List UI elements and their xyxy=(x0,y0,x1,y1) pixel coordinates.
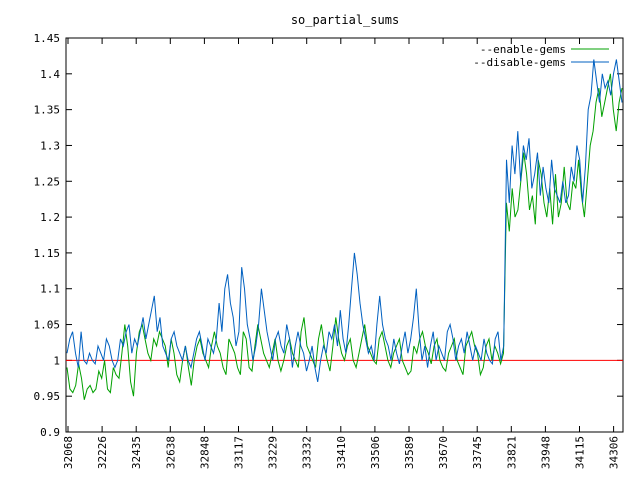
y-tick-label: 1.3 xyxy=(40,139,60,152)
x-tick-label: 33117 xyxy=(233,436,246,469)
y-tick-label: 1 xyxy=(53,354,60,367)
legend-label-disable-gems: --disable-gems xyxy=(473,56,566,69)
x-tick-label: 33410 xyxy=(335,436,348,469)
plot-frame xyxy=(65,37,624,433)
y-tick-label: 0.95 xyxy=(34,390,61,403)
x-tick-label: 32435 xyxy=(130,436,143,469)
x-tick-label: 32638 xyxy=(164,436,177,469)
y-tick-label: 1.45 xyxy=(34,32,61,45)
x-tick-label: 33229 xyxy=(267,436,280,469)
legend-label-enable-gems: --enable-gems xyxy=(480,43,566,56)
y-tick-label: 1.1 xyxy=(40,283,60,296)
x-tick-label: 34306 xyxy=(608,436,621,469)
y-tick-label: 1.15 xyxy=(34,247,61,260)
series-line-disable-gems xyxy=(66,59,623,382)
x-tick-label: 33332 xyxy=(301,436,314,469)
chart-title: so_partial_sums xyxy=(291,13,399,27)
legend: --enable-gems --disable-gems xyxy=(473,43,609,69)
y-tick-label: 1.2 xyxy=(40,211,60,224)
x-tick-label: 33745 xyxy=(471,436,484,469)
y-tick-label: 0.9 xyxy=(40,426,60,439)
x-tick-label: 32068 xyxy=(62,436,75,469)
y-tick-label: 1.4 xyxy=(40,68,60,81)
x-tick-label: 33948 xyxy=(539,436,552,469)
x-tick-label: 33670 xyxy=(437,436,450,469)
series-line-enable-gems xyxy=(66,73,623,400)
x-tick-label: 32226 xyxy=(96,436,109,469)
x-tick-label: 34115 xyxy=(574,436,587,469)
x-tick-label: 32848 xyxy=(198,436,211,469)
x-axis: 32068 32226 32435 32638 32848 33117 33229 33332… xyxy=(62,38,621,469)
x-tick-label: 33506 xyxy=(369,436,382,469)
y-tick-label: 1.35 xyxy=(34,104,61,117)
y-tick-label: 1.05 xyxy=(34,319,61,332)
x-tick-label: 33821 xyxy=(505,436,518,469)
y-axis: 0.9 0.95 1 1.05 1.1 1.15 1.2 1.25 1.3 1.35 1.4 1.45 xyxy=(34,32,623,439)
series-layer xyxy=(66,59,623,400)
y-tick-label: 1.25 xyxy=(34,175,61,188)
x-tick-label: 33589 xyxy=(403,436,416,469)
